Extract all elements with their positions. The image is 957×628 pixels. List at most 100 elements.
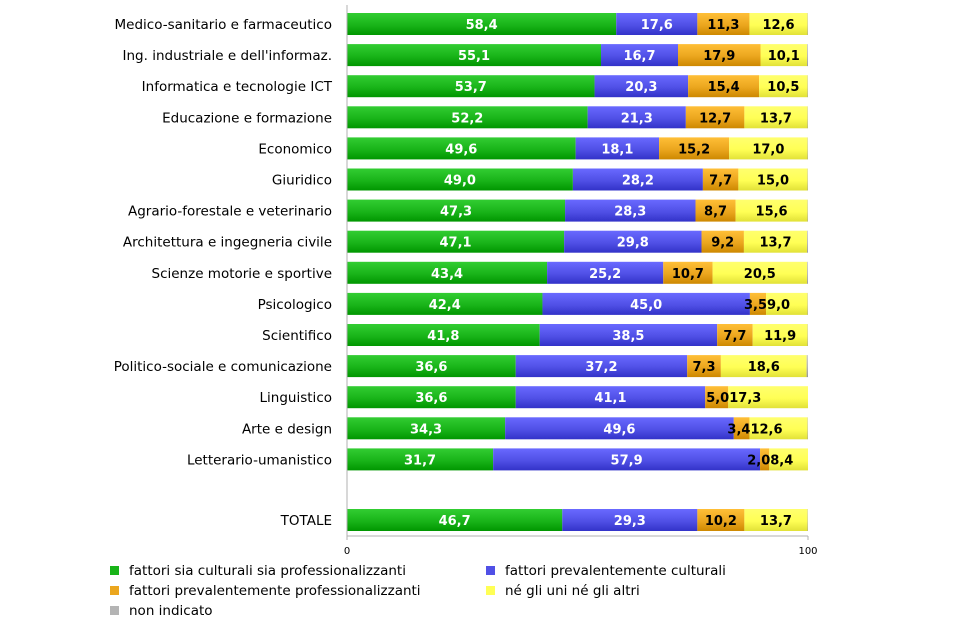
data-label-fattori-prevalentemente-culturali-architettura-e-ingegneria-civile: 29,8 (617, 236, 649, 251)
data-label-ne-gli-uni-ne-gli-altri-totale: 13,7 (760, 514, 792, 529)
data-label-fattori-prevalentemente-professionalizzanti-linguistico: 5,0 (706, 391, 729, 406)
bar-segment-ne-gli-uni-ne-gli-altri-arte-e-design (749, 417, 808, 440)
bar-segment-fattori-sia-culturali-sia-professionalizzanti-totale (347, 509, 563, 531)
data-label-ne-gli-uni-ne-gli-altri-architettura-e-ingegneria-civile: 13,7 (759, 236, 791, 251)
legend-item-culturali: fattori prevalentemente culturali (486, 563, 726, 579)
bar-segment-ne-gli-uni-ne-gli-altri-educazione-e-formazione (744, 106, 808, 129)
bar-segment-ne-gli-uni-ne-gli-altri-ing-industriale-e-dell-informaz (760, 44, 808, 67)
bar-segment-ne-gli-uni-ne-gli-altri-agrario-forestale-e-veterinario (735, 199, 808, 222)
data-label-fattori-prevalentemente-culturali-economico: 18,1 (601, 142, 633, 157)
bar-segment-ne-gli-uni-ne-gli-altri-politico-sociale-e-comunicazione (720, 355, 807, 378)
bar-segment-ne-gli-uni-ne-gli-altri-linguistico (728, 386, 808, 409)
data-label-fattori-sia-culturali-sia-professionalizzanti-giuridico: 49,0 (444, 174, 476, 189)
data-label-fattori-prevalentemente-professionalizzanti-totale: 10,2 (705, 514, 737, 529)
data-label-ne-gli-uni-ne-gli-altri-agrario-forestale-e-veterinario: 15,6 (756, 205, 788, 220)
bar-segment-fattori-prevalentemente-culturali-architettura-e-ingegneria-civile (564, 230, 702, 253)
data-label-ne-gli-uni-ne-gli-altri-scienze-motorie-e-sportive: 20,5 (744, 267, 776, 282)
category-label-psicologico: Psicologico (258, 297, 332, 313)
bar-segment-fattori-prevalentemente-professionalizzanti-psicologico (749, 292, 767, 315)
data-label-fattori-prevalentemente-culturali-informatica-e-tecnologie-ict: 20,3 (625, 80, 657, 95)
category-label-giuridico: Giuridico (272, 173, 332, 189)
legend-item-culturali-professionalizzanti: fattori sia culturali sia professionaliz… (110, 563, 406, 579)
data-label-fattori-sia-culturali-sia-professionalizzanti-politico-sociale-e-comunicazione: 36,6 (415, 360, 447, 375)
bar-segment-fattori-sia-culturali-sia-professionalizzanti-architettura-e-ingegneria-civile (347, 230, 565, 253)
bar-segment-fattori-prevalentemente-culturali-giuridico (572, 168, 703, 191)
bar-segment-fattori-prevalentemente-professionalizzanti-economico (659, 137, 730, 160)
category-label-economico: Economico (258, 141, 332, 157)
data-label-fattori-prevalentemente-professionalizzanti-scienze-motorie-e-sportive: 10,7 (672, 267, 704, 282)
category-label-letterario-umanistico: Letterario-umanistico (187, 452, 332, 468)
category-label-medico-sanitario-e-farmaceutico: Medico-sanitario e farmaceutico (115, 17, 332, 33)
data-label-ne-gli-uni-ne-gli-altri-linguistico: 17,3 (729, 391, 761, 406)
bar-segment-ne-gli-uni-ne-gli-altri-scienze-motorie-e-sportive (712, 261, 808, 284)
legend-item-professionalizzanti: fattori prevalentemente professionalizza… (110, 583, 421, 599)
data-label-fattori-sia-culturali-sia-professionalizzanti-psicologico: 42,4 (429, 298, 461, 313)
legend-swatch (110, 606, 119, 615)
data-label-fattori-prevalentemente-culturali-letterario-umanistico: 57,9 (611, 453, 643, 468)
bar-segment-fattori-sia-culturali-sia-professionalizzanti-educazione-e-formazione (347, 106, 588, 129)
bar-segment-fattori-prevalentemente-culturali-linguistico (515, 386, 706, 409)
data-label-fattori-sia-culturali-sia-professionalizzanti-informatica-e-tecnologie-ict: 53,7 (455, 80, 487, 95)
bar-segment-fattori-prevalentemente-professionalizzanti-educazione-e-formazione (685, 106, 745, 129)
bar-segment-fattori-prevalentemente-professionalizzanti-linguistico (705, 386, 729, 409)
data-label-fattori-prevalentemente-culturali-arte-e-design: 49,6 (603, 422, 635, 437)
data-label-ne-gli-uni-ne-gli-altri-scientifico: 11,9 (764, 329, 796, 344)
data-label-fattori-sia-culturali-sia-professionalizzanti-architettura-e-ingegneria-civile: 47,1 (440, 236, 472, 251)
bar-segment-fattori-prevalentemente-culturali-agrario-forestale-e-veterinario (565, 199, 696, 222)
bar-segment-fattori-prevalentemente-professionalizzanti-totale (697, 509, 745, 531)
bar-segment-ne-gli-uni-ne-gli-altri-medico-sanitario-e-farmaceutico (749, 13, 808, 35)
bar-segment-fattori-sia-culturali-sia-professionalizzanti-scienze-motorie-e-sportive (347, 261, 548, 284)
bar-segment-fattori-prevalentemente-culturali-arte-e-design (505, 417, 734, 440)
category-label-arte-e-design: Arte e design (242, 421, 332, 437)
bar-segment-fattori-sia-culturali-sia-professionalizzanti-giuridico (347, 168, 573, 191)
bar-segment-ne-gli-uni-ne-gli-altri-architettura-e-ingegneria-civile (743, 230, 808, 253)
data-label-fattori-prevalentemente-professionalizzanti-giuridico: 7,7 (709, 174, 732, 189)
bars-layer: 58,4 17,6 11,3 12,6 55,1 16,7 17,9 10,1 53,7 20,3… (347, 13, 808, 531)
legend-label: non indicato (129, 603, 213, 619)
legend-label: fattori prevalentemente culturali (505, 563, 726, 579)
data-label-ne-gli-uni-ne-gli-altri-psicologico: 9,0 (767, 298, 790, 313)
legend-item-ne-uni-ne-altri: né gli uni né gli altri (486, 583, 640, 599)
data-label-fattori-prevalentemente-culturali-scienze-motorie-e-sportive: 25,2 (589, 267, 621, 282)
bar-segment-fattori-prevalentemente-professionalizzanti-politico-sociale-e-comunicazione (687, 355, 721, 378)
bar-segment-fattori-sia-culturali-sia-professionalizzanti-politico-sociale-e-comunicazione (347, 355, 516, 378)
data-label-fattori-sia-culturali-sia-professionalizzanti-agrario-forestale-e-veterinario: 47,3 (440, 205, 472, 220)
bar-segment-fattori-prevalentemente-culturali-scienze-motorie-e-sportive (547, 261, 664, 284)
bar-segment-fattori-prevalentemente-professionalizzanti-arte-e-design (733, 417, 750, 440)
data-label-fattori-prevalentemente-professionalizzanti-architettura-e-ingegneria-civile: 9,2 (711, 236, 734, 251)
legend-swatch (486, 566, 495, 575)
data-label-fattori-prevalentemente-culturali-scientifico: 38,5 (612, 329, 644, 344)
category-label-linguistico: Linguistico (260, 390, 332, 406)
bar-segment-non-indicato-ing-industriale-e-dell-informaz (807, 44, 808, 67)
bar-segment-fattori-sia-culturali-sia-professionalizzanti-letterario-umanistico (347, 448, 494, 471)
data-label-fattori-sia-culturali-sia-professionalizzanti-scienze-motorie-e-sportive: 43,4 (431, 267, 463, 282)
data-label-fattori-prevalentemente-culturali-educazione-e-formazione: 21,3 (621, 111, 653, 126)
bar-segment-fattori-sia-culturali-sia-professionalizzanti-linguistico (347, 386, 516, 409)
category-label-architettura-e-ingegneria-civile: Architettura e ingegneria civile (123, 235, 332, 251)
bar-segment-fattori-prevalentemente-professionalizzanti-informatica-e-tecnologie-ict (688, 75, 760, 98)
bar-segment-non-indicato-architettura-e-ingegneria-civile (807, 230, 808, 253)
bar-segment-fattori-sia-culturali-sia-professionalizzanti-medico-sanitario-e-farmaceutico (347, 13, 617, 35)
bar-segment-fattori-sia-culturali-sia-professionalizzanti-informatica-e-tecnologie-ict (347, 75, 595, 98)
bar-segment-ne-gli-uni-ne-gli-altri-totale (744, 509, 808, 531)
bar-segment-fattori-sia-culturali-sia-professionalizzanti-psicologico (347, 292, 543, 315)
data-label-fattori-prevalentemente-culturali-medico-sanitario-e-farmaceutico: 17,6 (641, 18, 673, 33)
bar-segment-ne-gli-uni-ne-gli-altri-informatica-e-tecnologie-ict (759, 75, 808, 98)
data-label-fattori-sia-culturali-sia-professionalizzanti-linguistico: 36,6 (415, 391, 447, 406)
data-label-ne-gli-uni-ne-gli-altri-educazione-e-formazione: 13,7 (760, 111, 792, 126)
bar-segment-fattori-prevalentemente-culturali-economico (575, 137, 660, 160)
data-label-fattori-sia-culturali-sia-professionalizzanti-scientifico: 41,8 (427, 329, 459, 344)
legend-swatch (486, 586, 495, 595)
bar-segment-non-indicato-scienze-motorie-e-sportive (807, 261, 808, 284)
data-label-ne-gli-uni-ne-gli-altri-giuridico: 15,0 (757, 174, 789, 189)
category-label-scienze-motorie-e-sportive: Scienze motorie e sportive (152, 266, 333, 282)
data-label-ne-gli-uni-ne-gli-altri-letterario-umanistico: 8,4 (770, 453, 793, 468)
bar-segment-fattori-prevalentemente-culturali-ing-industriale-e-dell-informaz (601, 44, 678, 67)
data-label-fattori-prevalentemente-professionalizzanti-arte-e-design: 3,4 (727, 422, 750, 437)
legend-swatch (110, 566, 119, 575)
x-tick-label: 0 (344, 546, 350, 557)
data-label-fattori-prevalentemente-culturali-giuridico: 28,2 (622, 174, 654, 189)
bar-segment-fattori-prevalentemente-culturali-informatica-e-tecnologie-ict (594, 75, 689, 98)
data-label-ne-gli-uni-ne-gli-altri-informatica-e-tecnologie-ict: 10,5 (767, 80, 799, 95)
data-label-fattori-sia-culturali-sia-professionalizzanti-totale: 46,7 (439, 514, 471, 529)
